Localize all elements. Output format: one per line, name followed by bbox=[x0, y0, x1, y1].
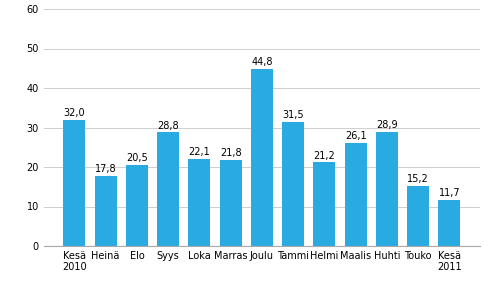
Bar bbox=[407, 186, 428, 246]
Bar bbox=[375, 132, 397, 246]
Text: 31,5: 31,5 bbox=[282, 110, 303, 120]
Bar bbox=[157, 132, 179, 246]
Text: 28,9: 28,9 bbox=[375, 120, 397, 130]
Text: 21,8: 21,8 bbox=[219, 148, 241, 158]
Bar bbox=[219, 160, 241, 246]
Text: 44,8: 44,8 bbox=[251, 58, 272, 68]
Text: 20,5: 20,5 bbox=[126, 153, 148, 164]
Bar bbox=[344, 143, 366, 246]
Bar bbox=[94, 176, 116, 246]
Bar bbox=[126, 165, 148, 246]
Text: 17,8: 17,8 bbox=[95, 164, 116, 174]
Text: 21,2: 21,2 bbox=[313, 151, 334, 161]
Bar bbox=[313, 162, 334, 246]
Text: 28,8: 28,8 bbox=[157, 121, 179, 131]
Bar bbox=[282, 122, 303, 246]
Bar bbox=[438, 200, 459, 246]
Text: 32,0: 32,0 bbox=[63, 108, 85, 118]
Text: 11,7: 11,7 bbox=[438, 188, 459, 198]
Text: 22,1: 22,1 bbox=[188, 147, 210, 157]
Text: 26,1: 26,1 bbox=[344, 131, 366, 141]
Bar bbox=[250, 69, 272, 246]
Text: 15,2: 15,2 bbox=[407, 174, 428, 184]
Bar bbox=[188, 159, 210, 246]
Bar bbox=[63, 120, 85, 246]
